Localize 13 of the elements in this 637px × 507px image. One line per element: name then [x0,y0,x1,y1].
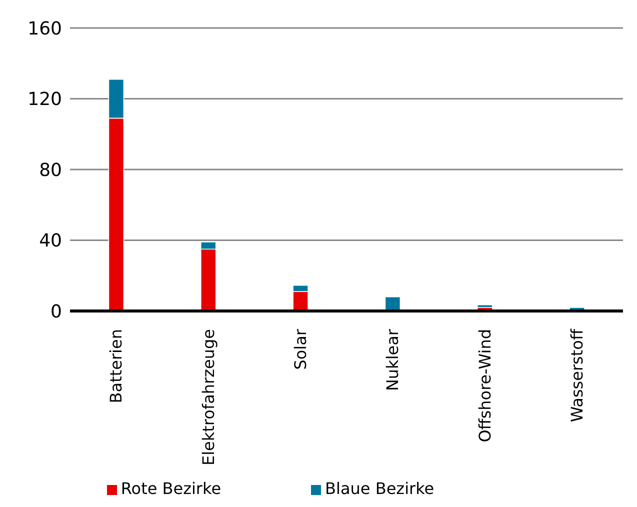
y-tick-label: 0 [50,301,62,322]
y-tick-label: 40 [39,230,62,252]
x-tick-label: Nuklear [383,328,402,392]
y-tick-label: 160 [28,18,62,40]
legend-label: Rote Bezirke [120,479,222,498]
y-tick-label: 80 [39,160,62,181]
y-tick-label: 120 [28,89,62,110]
legend-label: Blaue Bezirke [325,479,434,498]
x-tick-label: Batterien [106,329,126,404]
x-tick-label: Elektrofahrzeuge [198,329,218,466]
x-tick-label: Solar [290,328,310,370]
x-tick-label: Offshore-Wind [475,329,494,442]
x-tick-label: Wasserstoff [567,328,586,422]
